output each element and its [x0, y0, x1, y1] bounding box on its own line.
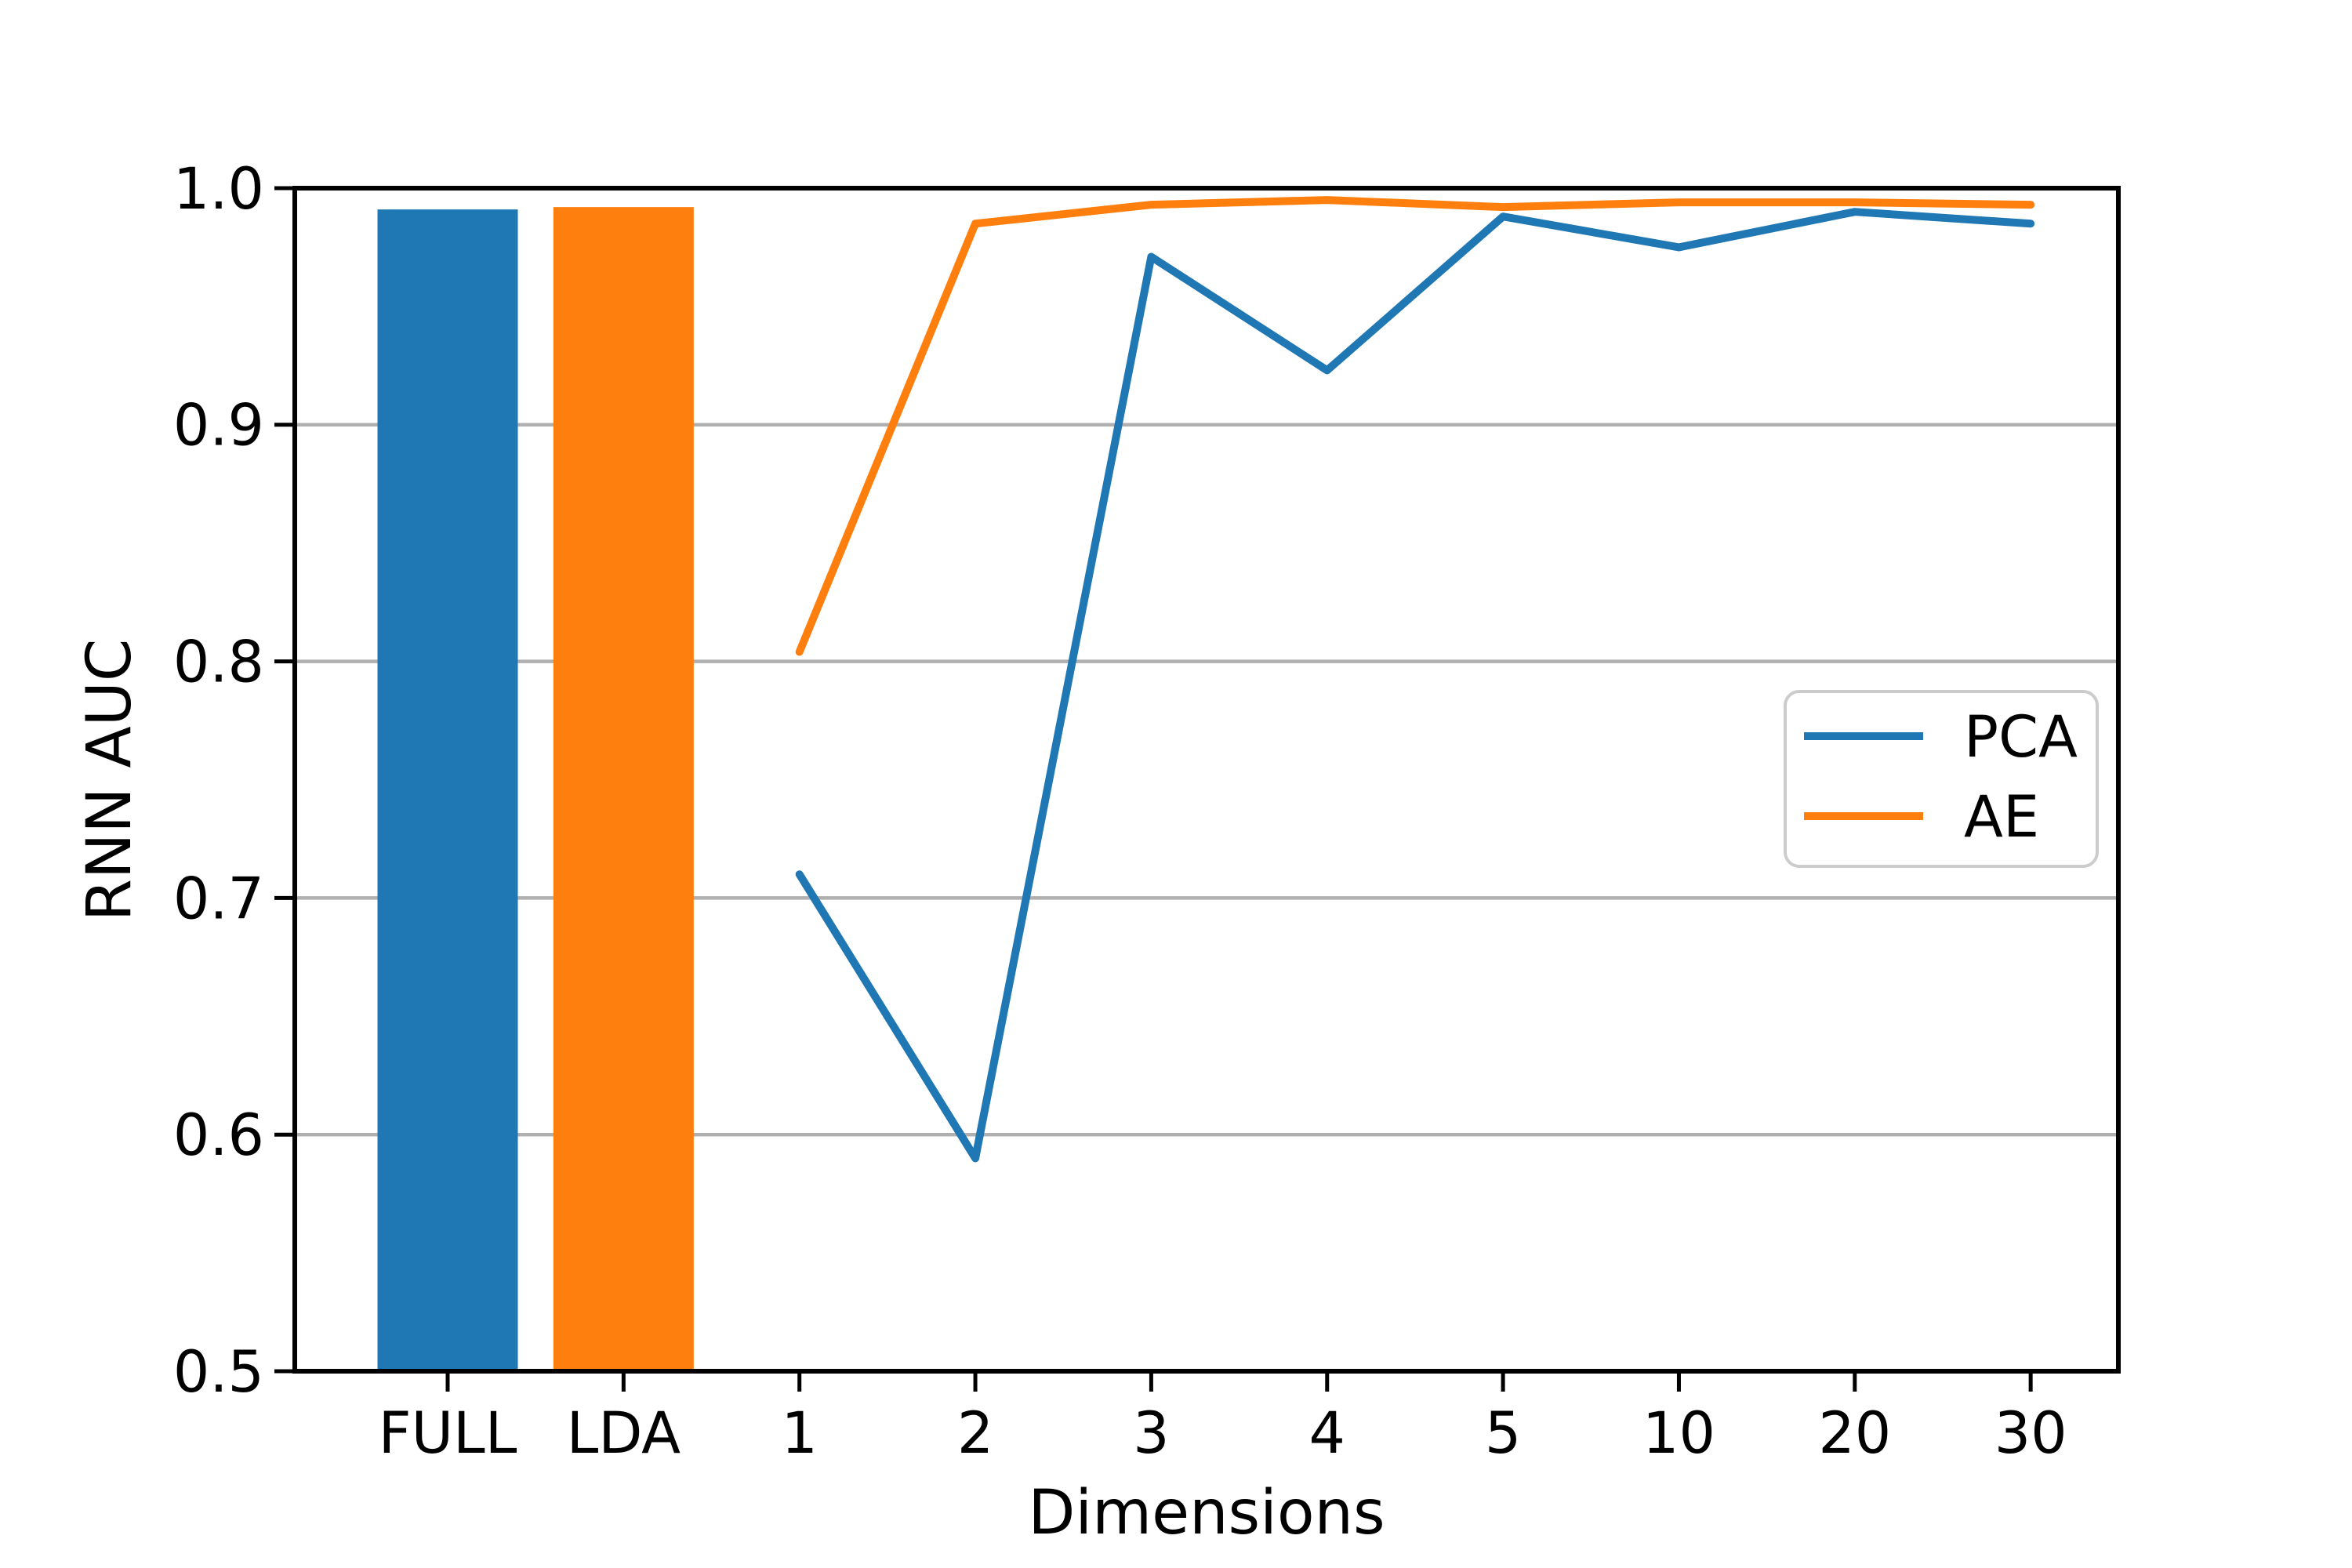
y-axis-label: RNN AUC [74, 638, 145, 922]
y-tick-label: 0.7 [173, 866, 264, 932]
y-tick-label: 0.6 [173, 1102, 264, 1169]
ae-line [795, 196, 2035, 656]
bar-full [377, 209, 518, 1371]
x-tick-label: 2 [957, 1400, 993, 1467]
x-tick-label: 4 [1309, 1400, 1345, 1467]
x-axis-label: Dimensions [1028, 1478, 1385, 1548]
x-tick-label: FULL [379, 1400, 517, 1467]
legend-label-ae: AE [1964, 784, 2039, 851]
bar-lda [553, 207, 694, 1371]
y-tick-label: 1.0 [173, 156, 264, 223]
x-tick-label: 5 [1485, 1400, 1521, 1467]
y-tick-label: 0.8 [173, 630, 264, 696]
x-tick-label: 3 [1133, 1400, 1169, 1467]
x-tick-label: LDA [567, 1400, 681, 1467]
y-tick-label: 0.9 [173, 393, 264, 459]
x-tick-label: 30 [1994, 1400, 2067, 1467]
y-tick-label: 0.5 [173, 1339, 264, 1406]
plot-border [292, 186, 2121, 1374]
x-tick-label: 1 [781, 1400, 817, 1467]
x-tick-label: 10 [1642, 1400, 1715, 1467]
pca-line [795, 208, 2035, 1163]
x-tick-label: 20 [1818, 1400, 1891, 1467]
legend-label-pca: PCA [1964, 704, 2078, 771]
